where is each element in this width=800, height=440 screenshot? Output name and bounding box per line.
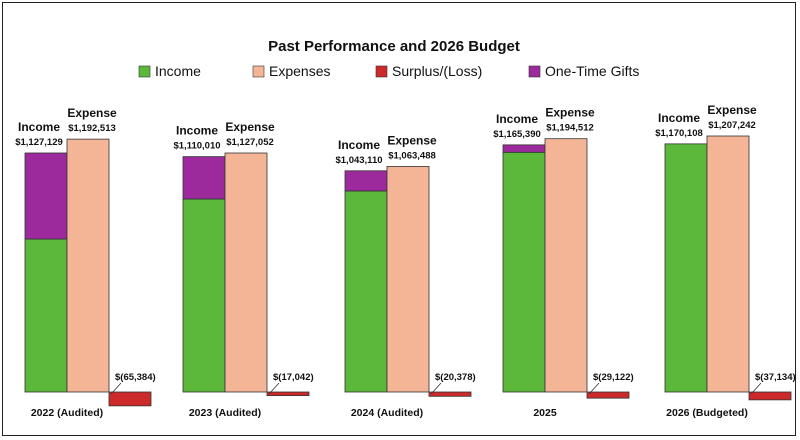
expense-value-label: $1,194,512 — [546, 123, 594, 134]
income-value-label: $1,170,108 — [655, 128, 703, 139]
bar-groups: Income $1,127,129 Expense $1,192,513 $(65,38… — [15, 103, 795, 419]
group-3: Income $1,165,390 Expense $1,194,512 $(29,12… — [493, 106, 633, 419]
expense-bar — [706, 135, 750, 393]
income-value-label: $1,165,390 — [493, 129, 541, 140]
legend-swatch-3 — [528, 65, 541, 78]
surplus-value-label: $(17,042) — [273, 372, 314, 383]
legend-swatch-2 — [375, 65, 388, 78]
income-bar — [664, 143, 708, 393]
gifts-bar — [502, 144, 546, 153]
gifts-bar — [182, 156, 226, 200]
income-value-label: $1,127,129 — [15, 137, 63, 148]
expense-label: Expense — [545, 106, 595, 120]
category-label: 2022 (Audited) — [31, 407, 103, 419]
bar-chart: Past Performance and 2026 Budget Income E… — [15, 38, 795, 419]
expense-value-label: $1,192,513 — [68, 123, 116, 134]
income-label: Income — [338, 138, 380, 152]
expense-bar — [386, 166, 430, 393]
income-bar — [182, 198, 226, 393]
surplus-bar — [108, 391, 152, 407]
legend-label-2: Surplus/(Loss) — [392, 63, 482, 79]
income-value-label: $1,043,110 — [335, 155, 382, 166]
surplus-leader-line — [430, 382, 442, 395]
group-2: Income $1,043,110 Expense $1,063,488 $(20,37… — [335, 133, 475, 419]
legend-label-1: Expenses — [269, 63, 330, 79]
category-label: 2026 (Budgeted) — [666, 407, 748, 419]
category-label: 2023 (Audited) — [189, 407, 261, 419]
expense-value-label: $1,127,052 — [226, 137, 274, 148]
income-bar — [502, 151, 546, 393]
category-label: 2025 — [533, 407, 557, 419]
group-4: Income $1,170,108 Expense $1,207,242 $(37,13… — [655, 103, 795, 419]
legend-swatch-1 — [252, 65, 265, 78]
chart-title: Past Performance and 2026 Budget — [268, 38, 520, 55]
expense-value-label: $1,207,242 — [708, 120, 756, 131]
expense-value-label: $1,063,488 — [388, 150, 436, 161]
legend-swatch-0 — [138, 65, 151, 78]
gifts-bar — [344, 170, 388, 192]
gifts-bar — [24, 152, 68, 240]
surplus-bar — [428, 391, 472, 397]
group-1: Income $1,110,010 Expense $1,127,052 $(17,04… — [173, 120, 313, 419]
surplus-value-label: $(29,122) — [593, 372, 634, 383]
expense-label: Expense — [225, 120, 275, 134]
surplus-bar — [586, 391, 630, 399]
expense-label: Expense — [67, 106, 117, 120]
surplus-leader-line — [750, 382, 762, 395]
surplus-leader-line — [110, 382, 122, 395]
income-label: Income — [496, 112, 538, 126]
surplus-bar — [266, 391, 310, 397]
surplus-value-label: $(65,384) — [115, 372, 156, 383]
chart-frame: Past Performance and 2026 Budget Income E… — [2, 2, 796, 436]
chart-legend: Income Expenses Surplus/(Loss) One-Time Gif… — [138, 63, 639, 79]
income-value-label: $1,110,010 — [173, 141, 220, 152]
category-label: 2024 (Audited) — [351, 407, 423, 419]
group-0: Income $1,127,129 Expense $1,192,513 $(65,38… — [15, 106, 155, 419]
income-bar — [344, 190, 388, 393]
legend-label-3: One-Time Gifts — [545, 63, 639, 79]
surplus-value-label: $(20,378) — [435, 372, 476, 383]
expense-bar — [66, 138, 110, 393]
expense-label: Expense — [387, 133, 437, 147]
income-bar — [24, 238, 68, 393]
income-label: Income — [658, 111, 700, 125]
expense-bar — [224, 152, 268, 393]
legend-label-0: Income — [155, 63, 201, 79]
expense-label: Expense — [707, 103, 757, 117]
surplus-leader-line — [268, 382, 280, 395]
income-label: Income — [18, 120, 60, 134]
expense-bar — [544, 138, 588, 393]
surplus-bar — [748, 391, 792, 401]
surplus-leader-line — [588, 382, 600, 395]
surplus-value-label: $(37,134) — [755, 372, 795, 383]
income-label: Income — [176, 124, 218, 138]
